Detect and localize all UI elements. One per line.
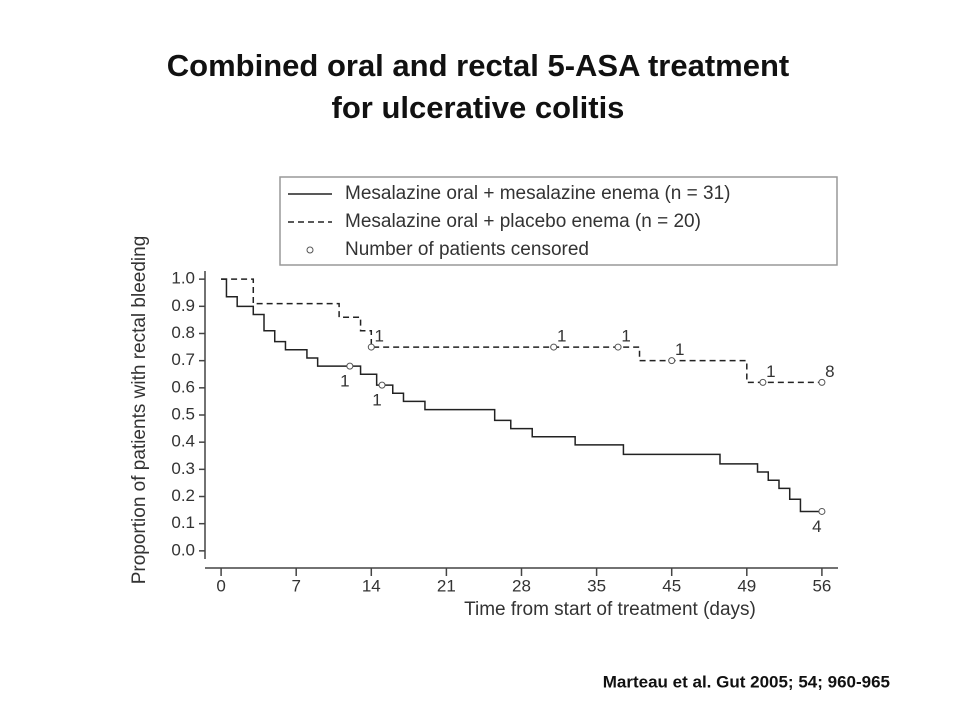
censor-mark <box>378 381 386 389</box>
chart-title: Combined oral and rectal 5-ASA treatment <box>167 48 789 83</box>
x-axis-label: Time from start of treatment (days) <box>464 599 756 620</box>
x-tick-label: 14 <box>362 576 381 595</box>
legend-box <box>279 176 838 266</box>
source: Marteau et al. Gut 2005; 54; 960-965 <box>603 672 890 691</box>
y-tick-label: 0.9 <box>171 296 195 315</box>
x-tick-label: 21 <box>437 576 456 595</box>
censor-mark <box>759 378 767 386</box>
censor-mark <box>668 357 676 365</box>
x-tick-label: 28 <box>512 576 531 595</box>
censor-count: 1 <box>766 362 775 381</box>
legend-label: Mesalazine oral + placebo enema (n = 20) <box>345 211 701 232</box>
x-tick-label: 7 <box>291 576 300 595</box>
censor-mark <box>614 343 622 351</box>
chart-title: for ulcerative colitis <box>332 90 625 125</box>
censor-count: 1 <box>340 372 349 391</box>
x-tick-label: 0 <box>216 576 225 595</box>
x-tick-label: 35 <box>587 576 606 595</box>
legend-label: Number of patients censored <box>345 239 589 260</box>
censor-count: 1 <box>372 391 381 410</box>
legend-label: Mesalazine oral + mesalazine enema (n = … <box>345 183 730 204</box>
censor-mark <box>367 343 375 351</box>
censor-count: 1 <box>375 327 384 346</box>
survival-line <box>221 278 822 513</box>
x-tick-label: 56 <box>812 576 831 595</box>
censor-count: 8 <box>825 362 834 381</box>
censor-count: 1 <box>621 327 630 346</box>
y-tick-label: 0.7 <box>171 350 195 369</box>
y-tick-label: 0.4 <box>171 432 195 451</box>
legend-swatch <box>306 246 314 254</box>
censor-mark <box>346 362 354 370</box>
y-tick-label: 0.8 <box>171 323 195 342</box>
survival-line <box>221 278 822 384</box>
y-tick-label: 0.6 <box>171 377 195 396</box>
censor-mark <box>550 343 558 351</box>
x-tick-label: 49 <box>737 576 756 595</box>
y-tick-label: 1.0 <box>171 269 195 288</box>
censor-count: 1 <box>557 327 566 346</box>
y-tick-label: 0.0 <box>171 540 195 559</box>
y-tick-label: 0.2 <box>171 486 195 505</box>
y-tick-label: 0.5 <box>171 404 195 423</box>
y-tick-label: 0.3 <box>171 459 195 478</box>
censor-mark <box>818 378 826 386</box>
censor-count: 1 <box>675 340 684 359</box>
censor-count: 4 <box>812 517 821 536</box>
y-tick-label: 0.1 <box>171 513 195 532</box>
censor-mark <box>818 507 826 515</box>
y-axis-label: Proportion of patients with rectal bleed… <box>129 236 150 585</box>
x-tick-label: 45 <box>662 576 681 595</box>
